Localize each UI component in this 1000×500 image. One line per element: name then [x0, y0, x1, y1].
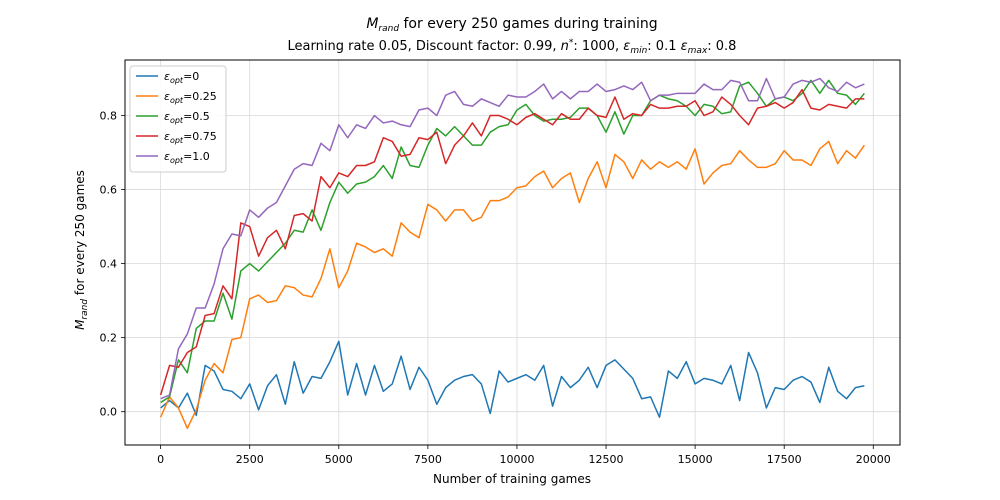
x-tick-label: 2500 — [236, 453, 264, 466]
x-tick-label: 5000 — [325, 453, 353, 466]
x-axis-label: Number of training games — [433, 472, 591, 486]
series-line-1 — [159, 140, 865, 430]
plot-frame — [124, 59, 901, 446]
legend-label-1: εopt=0.25 — [164, 90, 217, 105]
x-tick-label: 7500 — [414, 453, 442, 466]
series-line-0 — [160, 340, 865, 418]
y-tick-label: 0.8 — [100, 110, 118, 123]
legend-label-3: εopt=0.75 — [164, 130, 217, 145]
y-tick-label: 0.2 — [100, 332, 118, 345]
series-layer — [159, 77, 865, 430]
x-tick-label: 10000 — [499, 453, 534, 466]
legend-label-0: εopt=0 — [164, 70, 199, 85]
legend-label-4: εopt=1.0 — [164, 150, 210, 165]
plot-area: 0 2500 5000 7500 10000 12500 15000 17500 20000 0.… — [100, 59, 901, 466]
x-tick-label: 0 — [157, 453, 164, 466]
series-line-2 — [160, 79, 865, 404]
y-tick-label: 0.6 — [100, 184, 118, 197]
x-tick-label: 20000 — [856, 453, 891, 466]
y-tick-label: 0.0 — [100, 406, 118, 419]
y-axis-label: Mrand for every 250 games — [73, 170, 90, 330]
title-sub: rand — [378, 24, 399, 34]
chart-title: Mrand for every 250 games during trainin… — [366, 16, 657, 34]
legend-box — [129, 65, 227, 173]
y-tick-label: 0.4 — [100, 258, 118, 271]
legend: εopt=0 εopt=0.25 εopt=0.5 εopt=0.75 εopt=1.0 — [129, 65, 227, 173]
x-tick-label: 15000 — [678, 453, 713, 466]
series-line-3 — [159, 88, 865, 396]
x-tick-label: 12500 — [589, 453, 624, 466]
axis-ticks: 0 2500 5000 7500 10000 12500 15000 17500 20000 0.… — [100, 110, 891, 466]
series-line-4 — [160, 77, 865, 400]
x-tick-label: 17500 — [767, 453, 802, 466]
grid-lines — [125, 60, 900, 445]
chart-subtitle: Learning rate 0.05, Discount factor: 0.9… — [288, 38, 737, 56]
title-m: M — [366, 16, 378, 32]
title-rest: for every 250 games during training — [399, 16, 658, 32]
legend-label-2: εopt=0.5 — [164, 110, 210, 125]
